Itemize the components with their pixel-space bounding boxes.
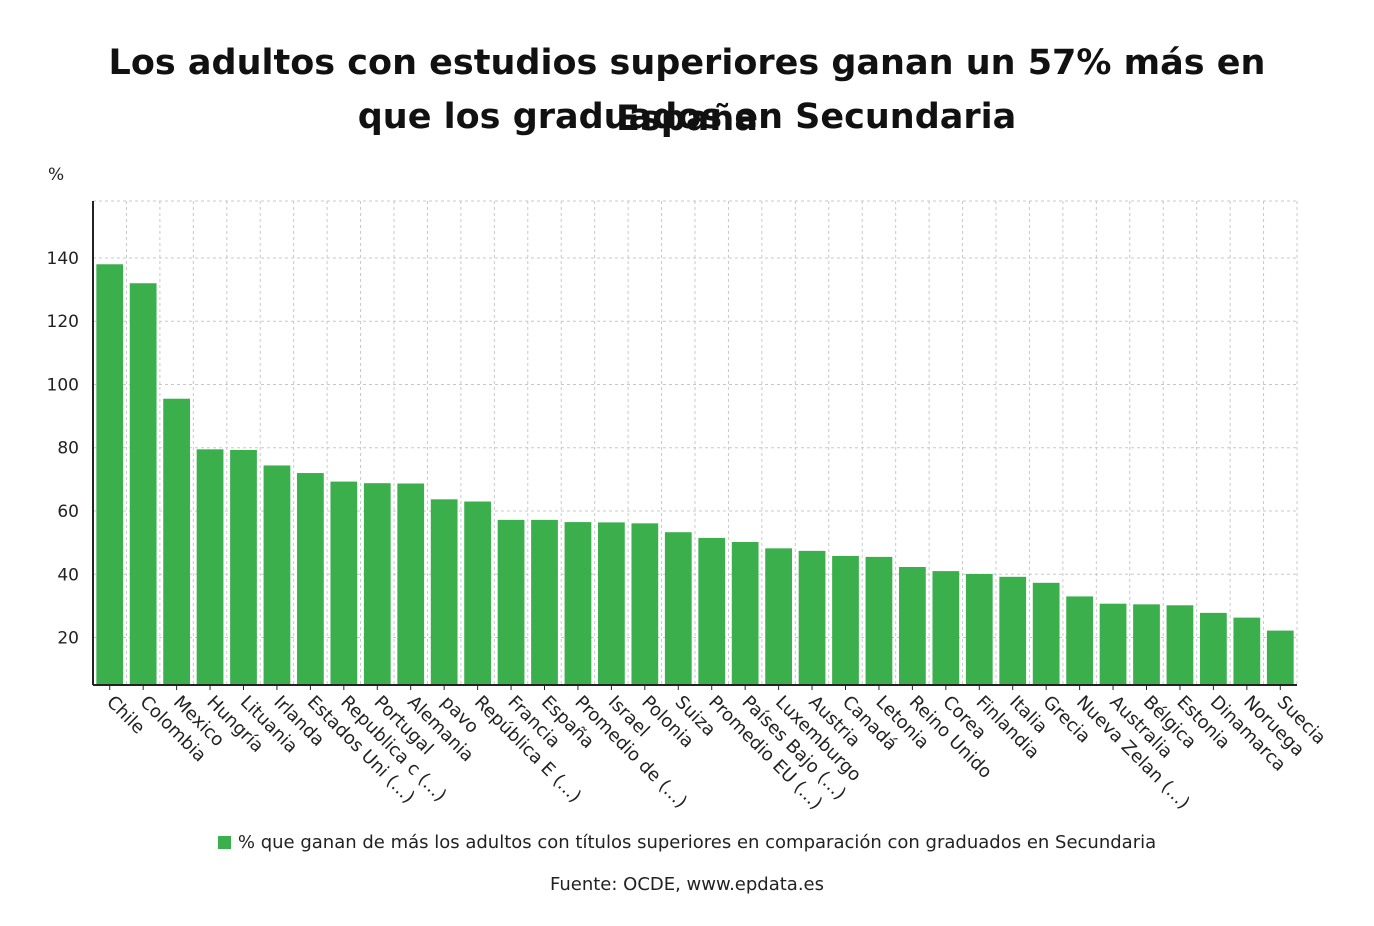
bar-países-bajo: [731, 542, 759, 685]
bar-australia: [1099, 603, 1127, 685]
bar-italia: [999, 576, 1027, 685]
y-tick-label: 40: [57, 565, 79, 585]
bar-polonia: [631, 523, 659, 685]
y-tick-label: 100: [47, 375, 79, 395]
y-tick-label: 20: [57, 629, 79, 649]
bar-promedio-de: [564, 522, 592, 685]
y-tick-label: 120: [47, 312, 79, 332]
bar-republica-c: [330, 481, 358, 685]
grid-lines: [93, 200, 1298, 685]
bar-suiza: [664, 532, 692, 685]
legend-swatch: [217, 836, 231, 849]
bar-austria: [798, 550, 826, 685]
y-tick-label: 80: [57, 439, 79, 459]
bar-nueva-zelan: [1066, 596, 1093, 685]
chart-title-line-2: que los graduados en Secundaria: [357, 97, 1017, 137]
bars: [96, 264, 1294, 685]
axes: [92, 201, 1297, 690]
bar-portugal: [363, 483, 391, 685]
y-tick-labels: 20 40 60 80 100 120 140: [47, 249, 79, 649]
chart-title-line-1: Los adultos con estudios superiores gana…: [108, 43, 1266, 139]
bar-alemania: [397, 483, 425, 685]
bar-república-e: [464, 501, 491, 685]
bar-noruega: [1233, 617, 1261, 685]
y-tick-label: 140: [47, 249, 79, 269]
bar-corea: [932, 571, 960, 685]
bar-dinamarca: [1200, 612, 1227, 685]
bar-estonia: [1166, 605, 1194, 685]
bar-israel: [598, 522, 625, 685]
legend-label: % que ganan de más los adultos con títul…: [237, 832, 1157, 853]
bar-españa: [531, 519, 558, 685]
bar-mexico: [163, 398, 190, 685]
x-tick-labels: ChileColombiaMexicoHungríaLituaniaIrland…: [102, 692, 1330, 814]
bar-hungría: [196, 449, 224, 685]
bar-luxemburgo: [765, 548, 792, 685]
bar-grecia: [1032, 582, 1060, 685]
bar-chile: [96, 264, 124, 685]
bar-bélgica: [1133, 604, 1160, 685]
legend: % que ganan de más los adultos con títul…: [0, 832, 1374, 853]
source-note: Fuente: OCDE, www.epdata.es: [549, 874, 825, 895]
bar-finlandia: [965, 573, 993, 685]
bar-estados-uni: [297, 473, 324, 685]
bar-colombia: [129, 283, 157, 685]
bar-irlanda: [263, 465, 291, 685]
bar-lituania: [230, 449, 257, 685]
bar-pavo: [430, 499, 458, 685]
y-tick-label: 60: [57, 502, 79, 522]
bar-suecia: [1266, 630, 1294, 685]
bar-canadá: [832, 555, 859, 685]
x-tick-label: Chile: [102, 692, 149, 739]
bar-promedio-eu: [698, 537, 726, 685]
bar-reino-unido: [899, 567, 926, 685]
bar-francia: [497, 519, 525, 685]
bar-letonia: [865, 556, 893, 685]
y-axis-label: %: [48, 165, 64, 185]
